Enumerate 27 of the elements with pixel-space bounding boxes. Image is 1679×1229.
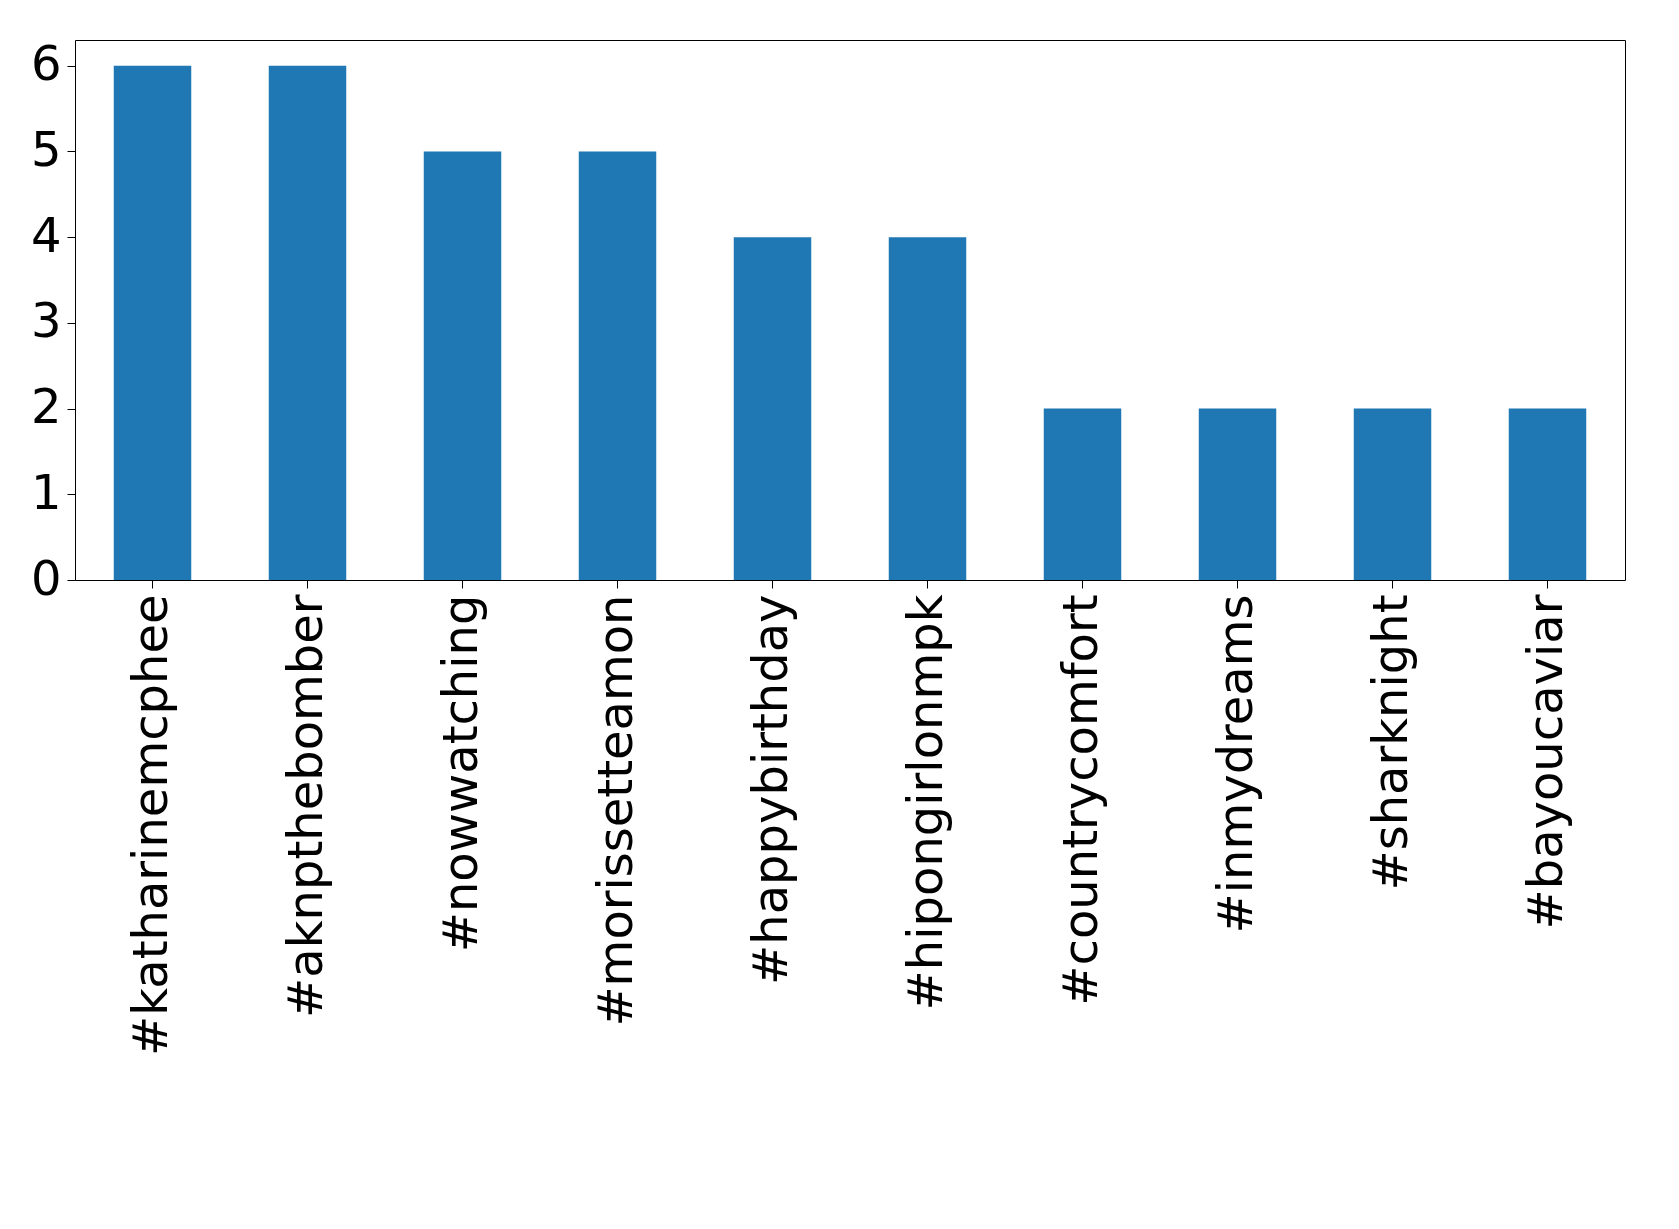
- bar: [113, 65, 192, 580]
- y-tick-label: 1: [30, 463, 62, 520]
- x-tick-label: #aknpthebomber: [276, 594, 333, 1018]
- x-tick-label: #happybirthday: [741, 594, 798, 985]
- bar: [268, 65, 347, 580]
- bar: [1353, 408, 1432, 580]
- bar: [1508, 408, 1587, 580]
- x-tick-label: #countrycomfort: [1051, 594, 1108, 1006]
- x-tick-label: #morissetteamon: [586, 594, 643, 1027]
- x-tick-label: #sharknight: [1361, 594, 1418, 891]
- bar: [1198, 408, 1277, 580]
- y-tick-label: 4: [30, 206, 62, 263]
- bar: [888, 237, 967, 580]
- y-tick-label: 6: [30, 35, 62, 92]
- bar: [1043, 408, 1122, 580]
- y-tick-label: 5: [30, 120, 62, 177]
- y-tick-label: 0: [30, 549, 62, 606]
- y-tick-label: 2: [30, 378, 62, 435]
- bar: [423, 151, 502, 580]
- x-tick-label: #hipongirlonmpk: [896, 594, 953, 1011]
- bar: [733, 237, 812, 580]
- x-tick-label: #katharinemcphee: [121, 594, 178, 1056]
- y-tick-label: 3: [30, 292, 62, 349]
- x-tick-label: #inmydreams: [1206, 594, 1263, 934]
- x-tick-label: #nowwatching: [431, 594, 488, 953]
- x-tick-label: #bayoucaviar: [1516, 594, 1573, 930]
- bar: [578, 151, 657, 580]
